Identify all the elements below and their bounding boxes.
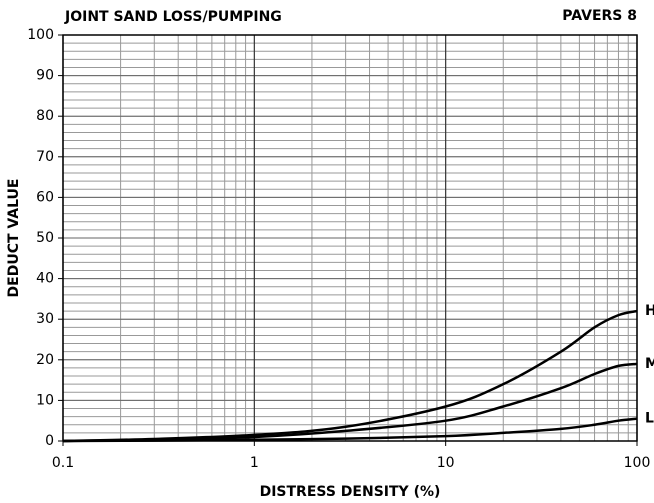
y-tick-label: 90 bbox=[36, 68, 54, 84]
y-tick-label: 70 bbox=[36, 149, 54, 165]
curve bbox=[62, 362, 638, 443]
chart-subtitle: PAVERS 8 bbox=[562, 8, 637, 24]
y-tick-label: 20 bbox=[36, 352, 54, 368]
plot-frame bbox=[62, 34, 638, 442]
x-tick-label: 1 bbox=[250, 455, 259, 471]
series-label: M bbox=[645, 356, 654, 372]
x-axis-label: DISTRESS DENSITY (%) bbox=[260, 484, 441, 500]
y-axis-label: DEDUCT VALUE bbox=[6, 179, 22, 298]
series-label: L bbox=[645, 411, 654, 427]
x-tick-label: 10 bbox=[437, 455, 455, 471]
x-tick-label: 0.1 bbox=[52, 455, 74, 471]
x-tick-label: 100 bbox=[624, 455, 651, 471]
y-tick-label: 60 bbox=[36, 189, 54, 205]
y-tick-label: 50 bbox=[36, 230, 54, 246]
y-tick-label: 0 bbox=[45, 433, 54, 449]
chart-title: JOINT SAND LOSS/PUMPING bbox=[64, 9, 282, 25]
y-tick-label: 40 bbox=[36, 271, 54, 287]
y-tick-label: 100 bbox=[27, 27, 54, 43]
y-tick-label: 80 bbox=[36, 108, 54, 124]
y-tick-label: 30 bbox=[36, 311, 54, 327]
y-tick-label: 10 bbox=[36, 392, 54, 408]
series-label: H bbox=[645, 303, 654, 319]
curve bbox=[62, 417, 638, 443]
